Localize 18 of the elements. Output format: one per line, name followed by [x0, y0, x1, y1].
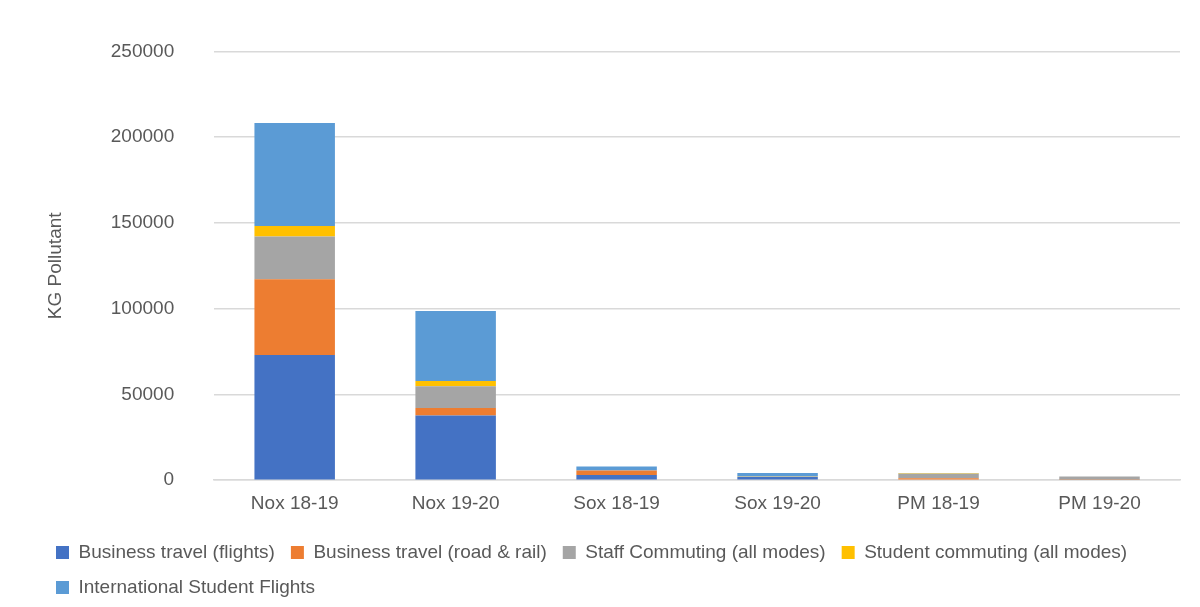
- y-tick-label: 50000: [121, 382, 175, 404]
- x-tick-label: PM 18-19: [897, 491, 980, 513]
- y-axis-title: KG Pollutant: [43, 211, 65, 320]
- legend-label: Student commuting (all modes): [864, 540, 1128, 562]
- x-tick-label: Sox 19-20: [734, 491, 821, 513]
- x-tick-label: PM 19-20: [1058, 491, 1141, 513]
- y-tick-label: 0: [163, 468, 175, 490]
- y-tick-label: 100000: [110, 296, 175, 318]
- y-tick-label: 150000: [110, 211, 175, 233]
- x-tick-label: Nox 18-19: [250, 491, 339, 513]
- y-tick-label: 200000: [110, 125, 175, 147]
- legend-label: Business travel (flights): [78, 540, 275, 562]
- legend-label: Business travel (road & rail): [313, 540, 547, 562]
- legend-label: Staff Commuting (all modes): [585, 540, 826, 562]
- x-tick-label: Nox 19-20: [411, 491, 500, 513]
- x-tick-label: Sox 18-19: [573, 491, 660, 513]
- y-tick-label: 250000: [110, 39, 175, 61]
- legend-label: International Student Flights: [78, 575, 316, 597]
